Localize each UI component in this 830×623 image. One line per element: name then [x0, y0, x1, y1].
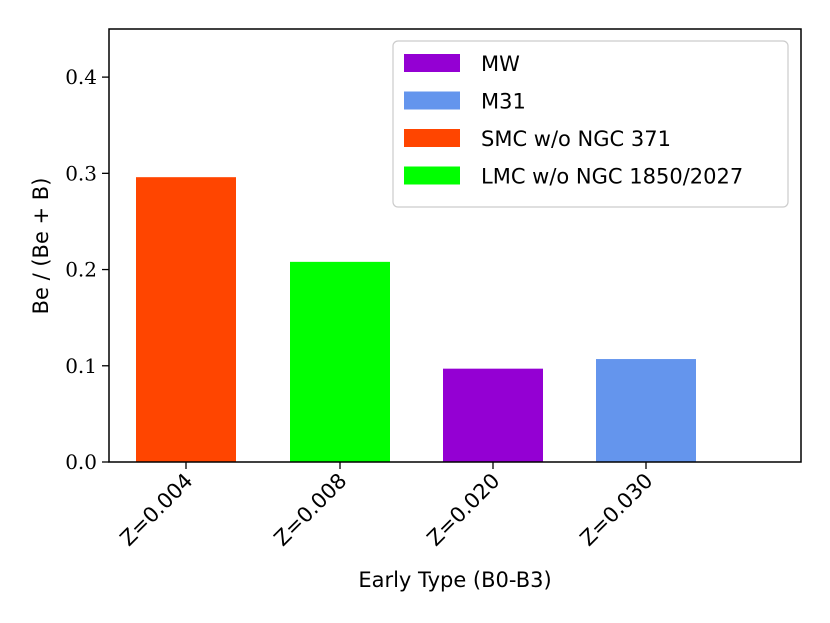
x-tick-label: Z=0.020 [422, 469, 504, 551]
legend-label: LMC w/o NGC 1850/2027 [481, 165, 743, 189]
legend-label: M31 [481, 90, 526, 114]
legend-swatch [404, 91, 460, 110]
x-tick-label: Z=0.004 [115, 469, 197, 551]
x-axis: Z=0.004 Z=0.008 Z=0.020 Z=0.030 [115, 462, 658, 551]
bar-z-0-030 [596, 359, 696, 462]
legend: MW M31 SMC w/o NGC 371 LMC w/o NGC 1850/202… [392, 40, 789, 208]
bar-z-0-020 [443, 368, 543, 462]
bar-z-0-008 [290, 261, 390, 462]
legend-label: MW [481, 52, 520, 76]
y-axis-label: Be / (Be + B) [29, 178, 53, 315]
plot-frame [108, 28, 802, 463]
y-tick-label: 0.2 [65, 258, 97, 282]
x-tick-label: Z=0.008 [269, 469, 351, 551]
y-tick-label: 0.3 [65, 161, 97, 185]
legend-swatch [404, 54, 460, 72]
bar-z-0-004 [136, 177, 236, 462]
legend-label: SMC w/o NGC 371 [481, 127, 671, 151]
legend-box [392, 40, 789, 208]
y-tick-label: 0.1 [65, 354, 97, 378]
y-tick-label: 0.4 [65, 65, 97, 89]
y-axis: 0.0 0.1 0.2 0.3 0.4 [65, 65, 109, 474]
x-axis-label: Early Type (B0-B3) [358, 568, 551, 592]
legend-swatch [404, 129, 460, 147]
legend-swatch [404, 166, 460, 185]
y-tick-label: 0.0 [65, 450, 97, 474]
x-tick-label: Z=0.030 [575, 469, 657, 551]
bars-group [136, 177, 696, 462]
